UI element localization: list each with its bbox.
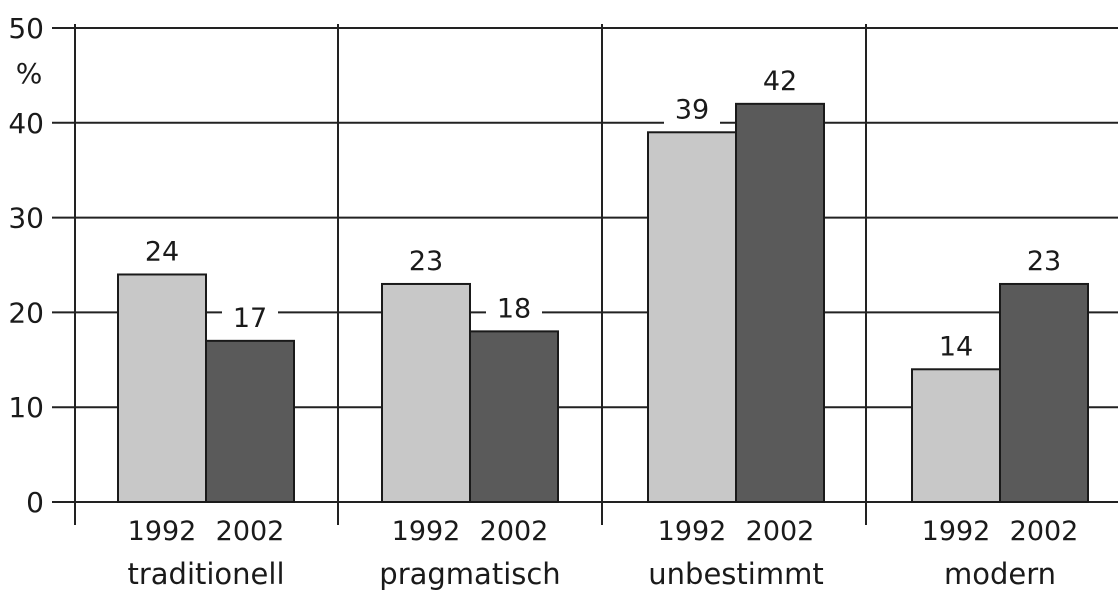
year-label-modern-1992: 1992	[922, 516, 991, 547]
data-label-bg	[1016, 243, 1072, 278]
data-label-modern-2002: 23	[1027, 246, 1061, 277]
data-label-pragmatisch-2002: 18	[497, 293, 531, 324]
bars	[117, 102, 1089, 504]
data-label-bg	[398, 243, 454, 278]
year-label-traditionell-1992: 1992	[128, 516, 197, 547]
bar-traditionell-1992	[117, 273, 207, 504]
bar-pragmatisch-2002	[469, 330, 559, 503]
data-label-bg	[486, 291, 542, 326]
bar-traditionell-2002	[205, 339, 295, 503]
year-label-unbestimmt-1992: 1992	[658, 516, 727, 547]
y-tick-label-0: 0	[26, 486, 44, 519]
data-label-traditionell-2002: 17	[233, 303, 267, 334]
year-label-traditionell-2002: 2002	[216, 516, 285, 547]
data-label-bg	[928, 329, 984, 364]
data-label-traditionell-1992: 24	[145, 236, 179, 267]
y-axis-unit-label: %	[16, 57, 43, 90]
category-label-pragmatisch: pragmatisch	[379, 557, 560, 591]
category-label-unbestimmt: unbestimmt	[648, 557, 823, 591]
year-label-modern-2002: 2002	[1010, 516, 1079, 547]
bar-unbestimmt-2002	[735, 102, 825, 503]
bar-modern-2002	[999, 282, 1089, 503]
y-tick-label-20: 20	[8, 296, 44, 329]
y-tick-label-40: 40	[8, 107, 44, 140]
data-label-unbestimmt-2002: 42	[763, 66, 797, 97]
year-label-pragmatisch-1992: 1992	[392, 516, 461, 547]
bar-unbestimmt-1992	[647, 131, 737, 503]
bar-modern-1992	[911, 368, 1001, 503]
data-label-modern-1992: 14	[939, 331, 973, 362]
data-label-bg	[222, 300, 278, 335]
category-label-modern: modern	[944, 557, 1056, 591]
year-label-pragmatisch-2002: 2002	[480, 516, 549, 547]
year-label-unbestimmt-2002: 2002	[746, 516, 815, 547]
data-label-bg	[664, 92, 720, 127]
data-label-unbestimmt-1992: 39	[675, 94, 709, 125]
y-tick-label-30: 30	[8, 202, 44, 235]
bar-pragmatisch-1992	[381, 282, 471, 503]
y-tick-label-50: 50	[8, 12, 44, 45]
axes	[74, 24, 867, 525]
data-label-bg	[134, 234, 190, 269]
y-tick-label-10: 10	[8, 391, 44, 424]
labels: 0 10 20 30 40 50% 24 1992 17 2002 traditionell 23 19…	[8, 12, 1078, 591]
data-label-bg	[752, 63, 808, 98]
category-label-traditionell: traditionell	[127, 557, 284, 591]
data-label-pragmatisch-1992: 23	[409, 246, 443, 277]
